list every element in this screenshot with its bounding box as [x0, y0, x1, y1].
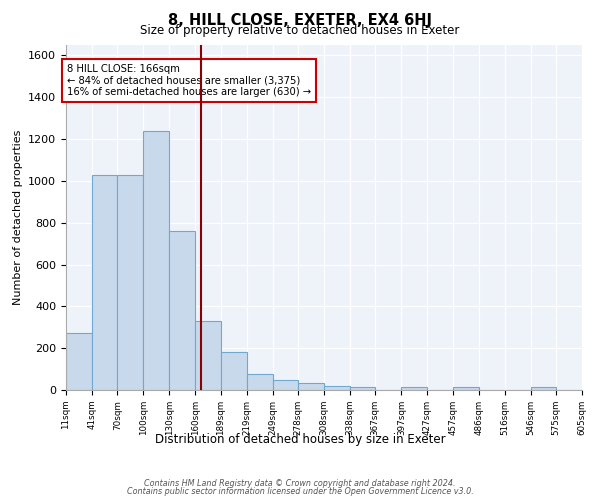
- Bar: [401, 387, 427, 390]
- Bar: [92, 174, 117, 390]
- Bar: [117, 174, 143, 390]
- Y-axis label: Number of detached properties: Number of detached properties: [13, 130, 23, 305]
- Bar: [196, 321, 221, 390]
- Bar: [324, 386, 350, 390]
- Bar: [298, 382, 324, 390]
- Text: Contains HM Land Registry data © Crown copyright and database right 2024.: Contains HM Land Registry data © Crown c…: [144, 478, 456, 488]
- Text: Size of property relative to detached houses in Exeter: Size of property relative to detached ho…: [140, 24, 460, 37]
- Bar: [169, 231, 196, 390]
- Bar: [273, 380, 298, 390]
- Text: Distribution of detached houses by size in Exeter: Distribution of detached houses by size …: [155, 432, 445, 446]
- Bar: [143, 130, 169, 390]
- Text: 8 HILL CLOSE: 166sqm
← 84% of detached houses are smaller (3,375)
16% of semi-de: 8 HILL CLOSE: 166sqm ← 84% of detached h…: [67, 64, 311, 97]
- Bar: [247, 374, 273, 390]
- Bar: [221, 352, 247, 390]
- Text: Contains public sector information licensed under the Open Government Licence v3: Contains public sector information licen…: [127, 487, 473, 496]
- Text: 8, HILL CLOSE, EXETER, EX4 6HJ: 8, HILL CLOSE, EXETER, EX4 6HJ: [168, 12, 432, 28]
- Bar: [454, 387, 479, 390]
- Bar: [66, 332, 92, 390]
- Bar: [350, 387, 375, 390]
- Bar: [531, 387, 556, 390]
